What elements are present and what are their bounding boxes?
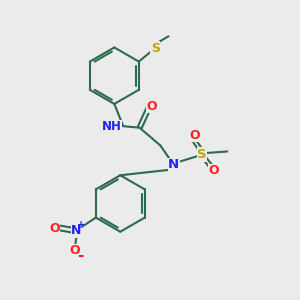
Text: -: - <box>77 248 84 263</box>
Text: +: + <box>77 220 86 230</box>
Text: S: S <box>151 42 160 55</box>
Text: O: O <box>208 164 219 177</box>
Text: N: N <box>71 224 82 238</box>
Text: N: N <box>168 158 179 171</box>
Text: O: O <box>147 100 158 113</box>
Text: NH: NH <box>102 120 122 133</box>
Text: O: O <box>70 244 80 257</box>
Text: O: O <box>189 129 200 142</box>
Text: O: O <box>49 221 59 235</box>
Text: S: S <box>197 148 207 161</box>
